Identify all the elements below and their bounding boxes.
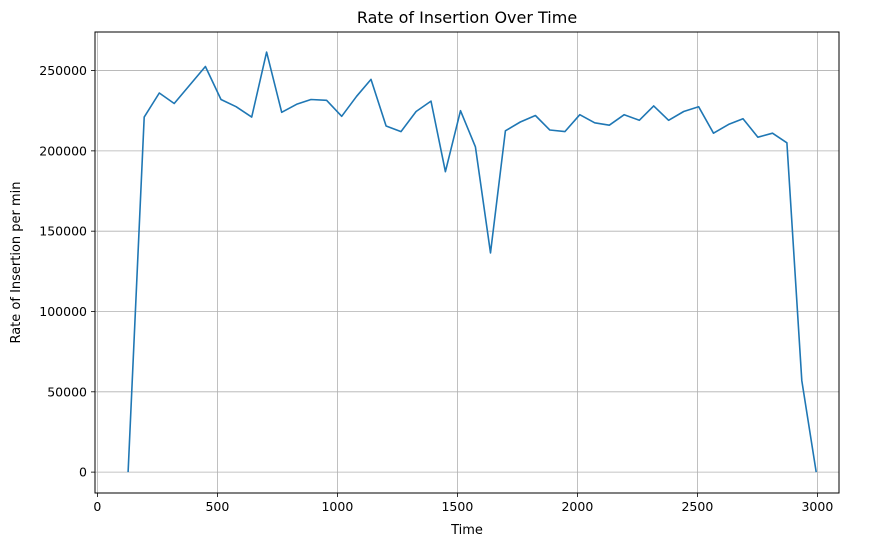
y-axis-label: Rate of Insertion per min	[9, 181, 24, 343]
y-axis-ticks: 0 50000 100000 150000 200000 250000	[39, 63, 95, 480]
chart-title: Rate of Insertion Over Time	[357, 8, 577, 27]
series-line	[127, 51, 817, 473]
x-tick-label: 1000	[321, 499, 353, 514]
x-axis-ticks: 0 500 1000 1500 2000 2500 3000	[93, 493, 833, 514]
x-tick-label: 2000	[561, 499, 593, 514]
y-tick-label: 250000	[39, 63, 87, 78]
y-tick-label: 200000	[39, 143, 87, 158]
x-tick-label: 500	[205, 499, 229, 514]
x-tick-label: 1500	[441, 499, 473, 514]
series-group	[127, 51, 817, 473]
x-tick-label: 0	[93, 499, 101, 514]
y-tick-label: 50000	[47, 384, 87, 399]
grid-lines	[95, 32, 839, 493]
x-axis-label: Time	[450, 523, 483, 538]
y-tick-label: 0	[79, 465, 87, 480]
y-tick-label: 150000	[39, 224, 87, 239]
y-tick-label: 100000	[39, 304, 87, 319]
plot-area-frame	[94, 31, 840, 494]
x-tick-label: 2500	[681, 499, 713, 514]
x-tick-label: 3000	[801, 499, 833, 514]
